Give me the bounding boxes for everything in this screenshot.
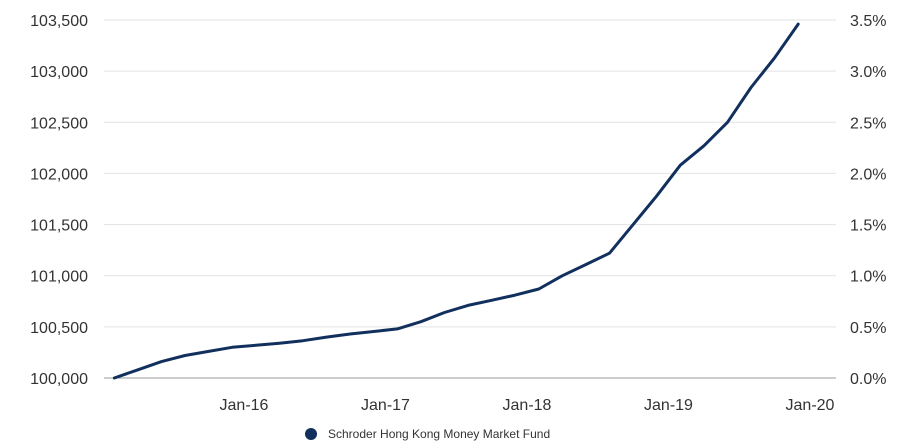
y-tick-label: 100,500 bbox=[30, 320, 88, 337]
y-tick-label: 102,500 bbox=[30, 115, 88, 132]
gridlines bbox=[104, 19, 836, 379]
x-tick-label: Jan-16 bbox=[220, 397, 269, 414]
y-tick-label: 101,500 bbox=[30, 218, 88, 235]
y-tick-label: 103,500 bbox=[30, 13, 88, 30]
legend-label: Schroder Hong Kong Money Market Fund bbox=[328, 427, 550, 441]
x-tick-label: Jan-17 bbox=[361, 397, 410, 414]
y-tick-label: 101,000 bbox=[30, 269, 88, 286]
y2-tick-label: 1.5% bbox=[850, 218, 886, 235]
y-tick-label: 102,000 bbox=[30, 166, 88, 183]
y2-tick-label: 1.0% bbox=[850, 269, 886, 286]
y2-tick-label: 3.0% bbox=[850, 64, 886, 81]
x-axis: Jan-16 Jan-17 Jan-18 Jan-19 Jan-20 bbox=[220, 397, 835, 414]
y-axis-left: 100,000 100,500 101,000 101,500 102,000 102,5… bbox=[30, 13, 88, 388]
x-tick-label: Jan-18 bbox=[503, 397, 552, 414]
y2-tick-label: 2.0% bbox=[850, 166, 886, 183]
y2-tick-label: 3.5% bbox=[850, 13, 886, 30]
y2-tick-label: 0.5% bbox=[850, 320, 886, 337]
y-tick-label: 103,000 bbox=[30, 64, 88, 81]
x-tick-label: Jan-20 bbox=[786, 397, 835, 414]
y2-tick-label: 2.5% bbox=[850, 115, 886, 132]
legend: Schroder Hong Kong Money Market Fund bbox=[305, 427, 550, 441]
series-line bbox=[112, 22, 800, 380]
y2-tick-label: 0.0% bbox=[850, 371, 886, 388]
y-tick-label: 100,000 bbox=[30, 371, 88, 388]
x-tick-label: Jan-19 bbox=[644, 397, 693, 414]
y-axis-right: 0.0% 0.5% 1.0% 1.5% 2.0% 2.5% 3.0% 3.5% bbox=[850, 13, 886, 388]
legend-marker bbox=[305, 428, 317, 440]
